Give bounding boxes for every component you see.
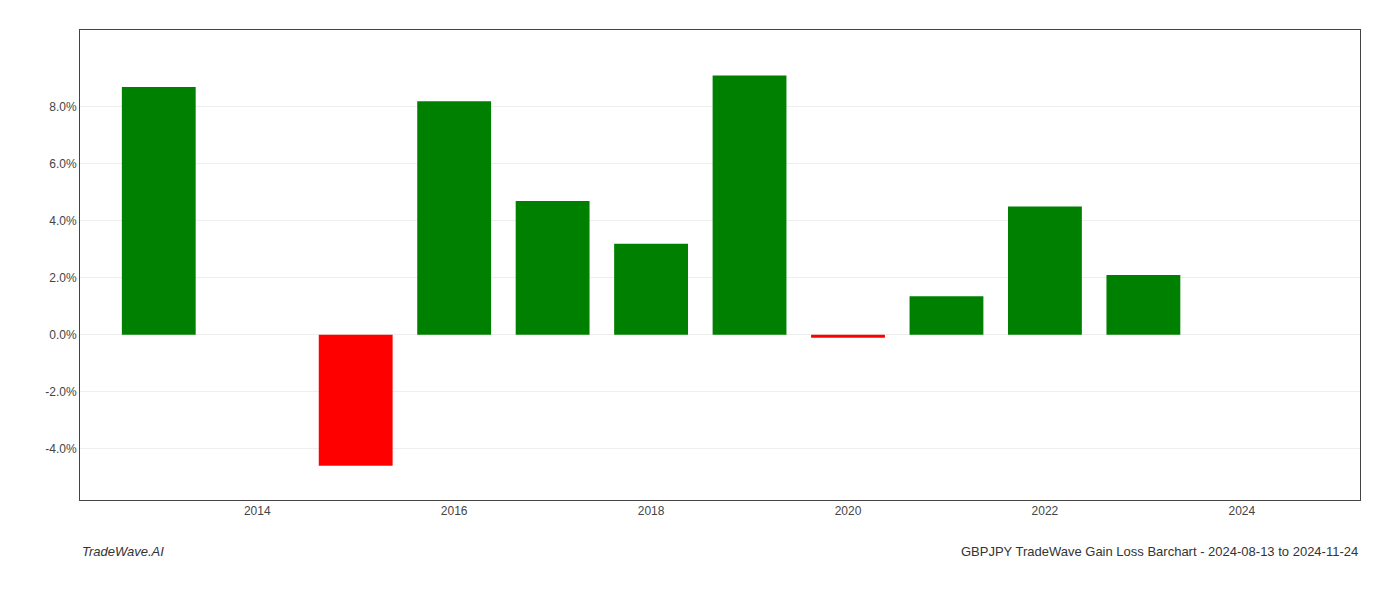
svg-text:2020: 2020 bbox=[835, 504, 862, 518]
svg-text:-4.0%: -4.0% bbox=[45, 442, 77, 456]
svg-text:2022: 2022 bbox=[1032, 504, 1059, 518]
svg-text:4.0%: 4.0% bbox=[49, 214, 77, 228]
svg-text:TradeWave.AI: TradeWave.AI bbox=[82, 544, 164, 559]
svg-text:6.0%: 6.0% bbox=[49, 157, 77, 171]
svg-text:GBPJPY TradeWave Gain Loss Bar: GBPJPY TradeWave Gain Loss Barchart - 20… bbox=[961, 544, 1358, 559]
svg-text:0.0%: 0.0% bbox=[49, 328, 77, 342]
svg-text:8.0%: 8.0% bbox=[49, 100, 77, 114]
svg-text:2018: 2018 bbox=[638, 504, 665, 518]
svg-text:2014: 2014 bbox=[244, 504, 271, 518]
svg-text:-2.0%: -2.0% bbox=[45, 385, 77, 399]
svg-text:2024: 2024 bbox=[1228, 504, 1255, 518]
svg-text:2016: 2016 bbox=[441, 504, 468, 518]
svg-text:2.0%: 2.0% bbox=[49, 271, 77, 285]
